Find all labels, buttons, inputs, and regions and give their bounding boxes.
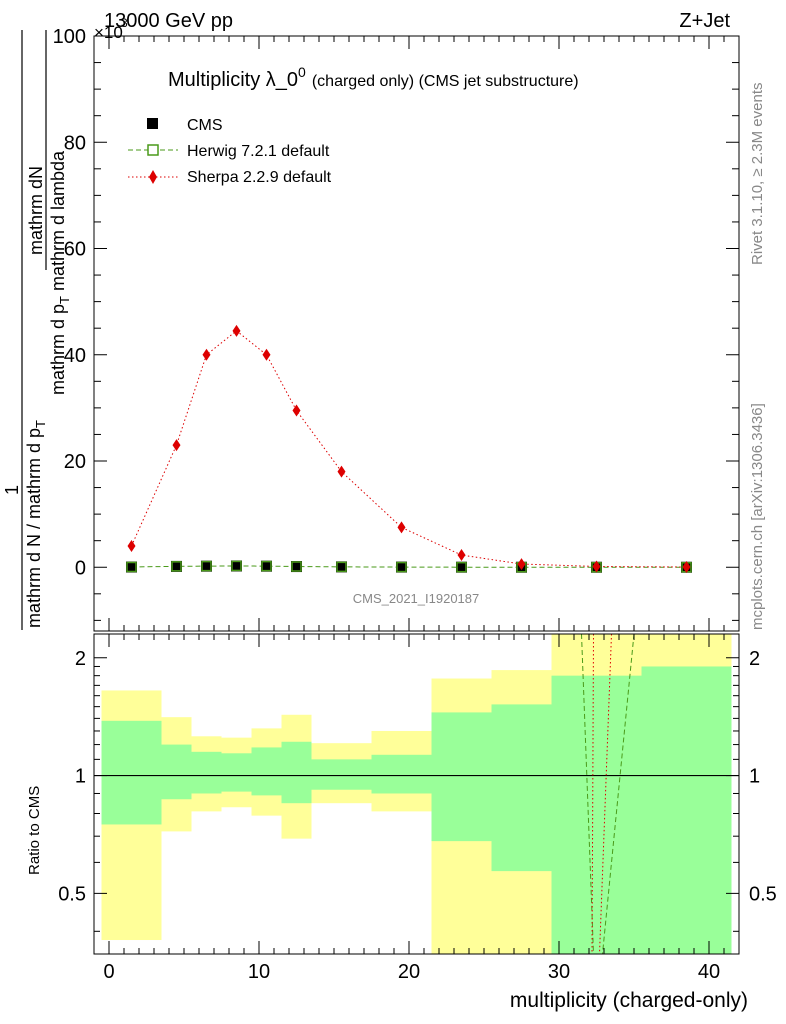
ylabel-denominator: mathrm d N / mathrm d pT bbox=[24, 420, 48, 628]
ratio-xtick-label: 40 bbox=[698, 961, 720, 983]
sherpa-point bbox=[172, 439, 181, 452]
main-panel: 0 20 40 60 80 100 Multiplicity λ_00(charged o… bbox=[2, 26, 740, 632]
ratio-bands bbox=[101, 634, 732, 954]
sherpa-point bbox=[457, 549, 466, 562]
ratio-ytick-label-right: 1 bbox=[749, 766, 760, 788]
sherpa-point bbox=[232, 324, 241, 337]
cms-point bbox=[171, 560, 182, 572]
main-ytick-label: 100 bbox=[53, 26, 86, 48]
herwig-point bbox=[291, 561, 302, 572]
ratio-xtick-label: 20 bbox=[398, 961, 420, 983]
ratio-band-green bbox=[431, 712, 492, 842]
main-ytick-label: 60 bbox=[64, 239, 86, 261]
legend-sherpa-marker bbox=[149, 170, 157, 184]
ratio-lines bbox=[94, 633, 739, 955]
ratio-band-green bbox=[641, 666, 732, 954]
ratio-ytick-label: 0.5 bbox=[58, 883, 86, 905]
exponent-label: ×10 bbox=[94, 23, 123, 42]
herwig-point bbox=[231, 560, 242, 572]
xlabel: multiplicity (charged-only) bbox=[510, 989, 748, 1012]
ratio-xtick-label: 30 bbox=[548, 961, 570, 983]
legend-cms-label: CMS bbox=[187, 117, 223, 134]
sherpa-point bbox=[202, 348, 211, 361]
legend-cms-marker bbox=[147, 118, 158, 129]
sherpa-point bbox=[517, 558, 526, 571]
ratio-panel: 0.5 0.51 12 20 10 20 30 40 Ratio to CMS multipl… bbox=[26, 633, 777, 1012]
cms-point bbox=[261, 560, 272, 572]
cms-point bbox=[456, 561, 467, 573]
ratio-band-green bbox=[191, 751, 222, 794]
herwig-point bbox=[201, 560, 212, 572]
sherpa-point bbox=[262, 348, 271, 361]
cms-point bbox=[201, 560, 212, 572]
ratio-band-green bbox=[311, 759, 372, 790]
header-left: 13000 GeV pp bbox=[104, 10, 233, 32]
herwig-ratio-line bbox=[602, 633, 635, 955]
sherpa-point bbox=[592, 560, 601, 573]
ratio-ytick-label-right: 0.5 bbox=[749, 883, 777, 905]
ratio-band-green bbox=[371, 754, 432, 794]
main-marks bbox=[126, 324, 692, 573]
herwig-series-line bbox=[131, 565, 687, 568]
main-ytick-label: 80 bbox=[64, 132, 86, 154]
chart-title: Multiplicity λ_00(charged only) (CMS jet… bbox=[168, 64, 579, 91]
sherpa-point bbox=[682, 560, 691, 573]
ylabel-numerator-bottom: mathrm d pT mathrm d lambda bbox=[48, 150, 72, 395]
main-ytick-label: 0 bbox=[75, 557, 86, 579]
ratio-ytick-label: 1 bbox=[75, 766, 86, 788]
sherpa-point bbox=[127, 540, 136, 552]
cms-point bbox=[396, 561, 407, 573]
rivet-label: Rivet 3.1.10, ≥ 2.3M events bbox=[749, 83, 766, 266]
ratio-band-green bbox=[251, 747, 282, 796]
sherpa-ratio-line bbox=[599, 633, 612, 955]
ylabel-one: 1 bbox=[2, 485, 22, 495]
cms-point bbox=[291, 561, 302, 573]
herwig-point bbox=[396, 561, 407, 573]
header-right: Z+Jet bbox=[679, 10, 730, 32]
ratio-ylabel: Ratio to CMS bbox=[26, 786, 43, 875]
ratio-band-green bbox=[281, 741, 312, 804]
ratio-band-green bbox=[101, 720, 162, 825]
sherpa-ratio-line bbox=[591, 633, 594, 955]
sherpa-point bbox=[337, 465, 346, 478]
ratio-xtick-label: 0 bbox=[103, 961, 114, 983]
sherpa-series-line bbox=[131, 330, 687, 568]
mcplots-label: mcplots.cern.ch [arXiv:1306.3436] bbox=[749, 403, 766, 630]
herwig-point bbox=[336, 561, 347, 573]
ratio-ytick-label-right: 2 bbox=[749, 648, 760, 670]
exponent-power: 3 bbox=[121, 16, 128, 30]
herwig-point bbox=[126, 561, 137, 573]
cms-point bbox=[126, 561, 137, 573]
main-ytick-label: 20 bbox=[64, 451, 86, 473]
ratio-axes: 0.5 0.51 12 20 10 20 30 40 bbox=[58, 634, 777, 983]
main-ytick-label: 40 bbox=[64, 345, 86, 367]
ratio-band-green bbox=[551, 675, 642, 954]
main-frame bbox=[93, 35, 740, 632]
legend: CMS Herwig 7.2.1 default Sherpa 2.2.9 de… bbox=[128, 117, 332, 186]
cms-point bbox=[231, 560, 242, 572]
watermark: CMS_2021_I1920187 bbox=[353, 591, 480, 606]
main-ylabel: mathrm dN mathrm d pT mathrm d lambda 1 … bbox=[2, 30, 72, 630]
herwig-point bbox=[261, 560, 272, 572]
main-axes: 0 20 40 60 80 100 bbox=[53, 26, 740, 631]
herwig-point bbox=[456, 561, 467, 573]
ratio-frame bbox=[93, 633, 740, 955]
ylabel-numerator-top: mathrm dN bbox=[26, 166, 46, 255]
sherpa-point bbox=[397, 521, 406, 534]
ratio-band-green bbox=[491, 704, 552, 872]
herwig-ratio-line bbox=[581, 633, 594, 955]
legend-herwig-marker bbox=[147, 144, 159, 156]
ratio-band-green bbox=[161, 744, 192, 800]
cms-point bbox=[336, 561, 347, 573]
ratio-band-green bbox=[221, 753, 252, 792]
legend-sherpa-label: Sherpa 2.2.9 default bbox=[187, 169, 332, 186]
ratio-ytick-label: 2 bbox=[75, 648, 86, 670]
ratio-xtick-label: 10 bbox=[248, 961, 270, 983]
legend-herwig-label: Herwig 7.2.1 default bbox=[187, 143, 330, 160]
herwig-point bbox=[171, 561, 182, 572]
sherpa-point bbox=[292, 404, 301, 417]
